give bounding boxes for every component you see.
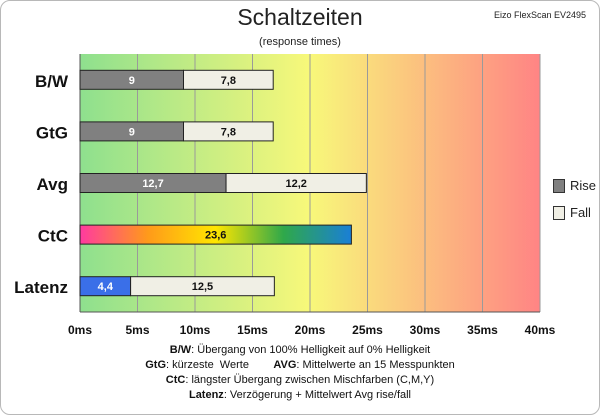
x-tick-label-0: 0ms: [68, 323, 92, 337]
bar-label-fall-gtg: 7,8: [221, 126, 236, 138]
note-ctc: CtC: längster Übergang zwischen Mischfar…: [165, 374, 435, 386]
bar-label-fall-latenz: 12,5: [192, 281, 213, 293]
note-bw: B/W: Übergang von 100% Helligkeit auf 0%…: [169, 344, 431, 356]
legend-swatch-fall: [553, 205, 565, 220]
x-tick-label-3: 15ms: [237, 323, 268, 337]
legend-label-rise: Rise: [570, 178, 597, 193]
x-tick-label-8: 40ms: [525, 323, 556, 337]
note-latenz: Latenz: Verzögerung + Mittelwert Avg ris…: [188, 389, 412, 401]
legend-item-fall: Fall: [553, 205, 591, 220]
bar-label-fall-avg: 12,2: [285, 178, 306, 190]
x-tick-label-4: 20ms: [295, 323, 326, 337]
note-gtg-avg: GtG: kürzeste Werte AVG: Mittelwerte an …: [145, 359, 455, 371]
bar-fall-b-w: [183, 69, 274, 90]
bar-label-fall-b-w: 7,8: [221, 75, 236, 87]
bar-ctc-ctc: [79, 224, 352, 245]
x-tick-label-7: 35ms: [467, 323, 498, 337]
bar-label-rise-b-w: 9: [129, 75, 135, 87]
source-label: Eizo FlexScan EV2495: [493, 10, 586, 20]
x-tick-label-6: 30ms: [410, 323, 441, 337]
chart-subtitle: (response times): [259, 36, 341, 48]
bar-fall-latenz: [130, 276, 275, 297]
legend-label-fall: Fall: [570, 205, 591, 220]
category-label-gtg: GtG: [36, 123, 68, 142]
x-tick-label-5: 25ms: [352, 323, 383, 337]
bar-label-rise-avg: 12,7: [142, 178, 163, 190]
category-label-ctc: CtC: [38, 227, 68, 246]
bar-fall-gtg: [183, 121, 274, 142]
x-tick-label-2: 10ms: [180, 323, 211, 337]
category-label-avg: Avg: [37, 175, 69, 194]
legend-swatch-rise: [553, 178, 565, 193]
bar-label-rise-latenz: 4,4: [98, 281, 114, 293]
category-label-b-w: B/W: [35, 72, 69, 91]
bar-fall-avg: [225, 173, 367, 193]
x-tick-label-1: 5ms: [125, 323, 149, 337]
bar-label-rise-gtg: 9: [129, 126, 135, 138]
chart-notes: B/W: Übergang von 100% Helligkeit auf 0%…: [0, 343, 600, 403]
bar-label-ctc-ctc: 23,6: [205, 230, 226, 242]
category-label-latenz: Latenz: [14, 278, 68, 297]
chart-title: Schaltzeiten: [237, 4, 363, 30]
legend-item-rise: Rise: [553, 178, 596, 193]
